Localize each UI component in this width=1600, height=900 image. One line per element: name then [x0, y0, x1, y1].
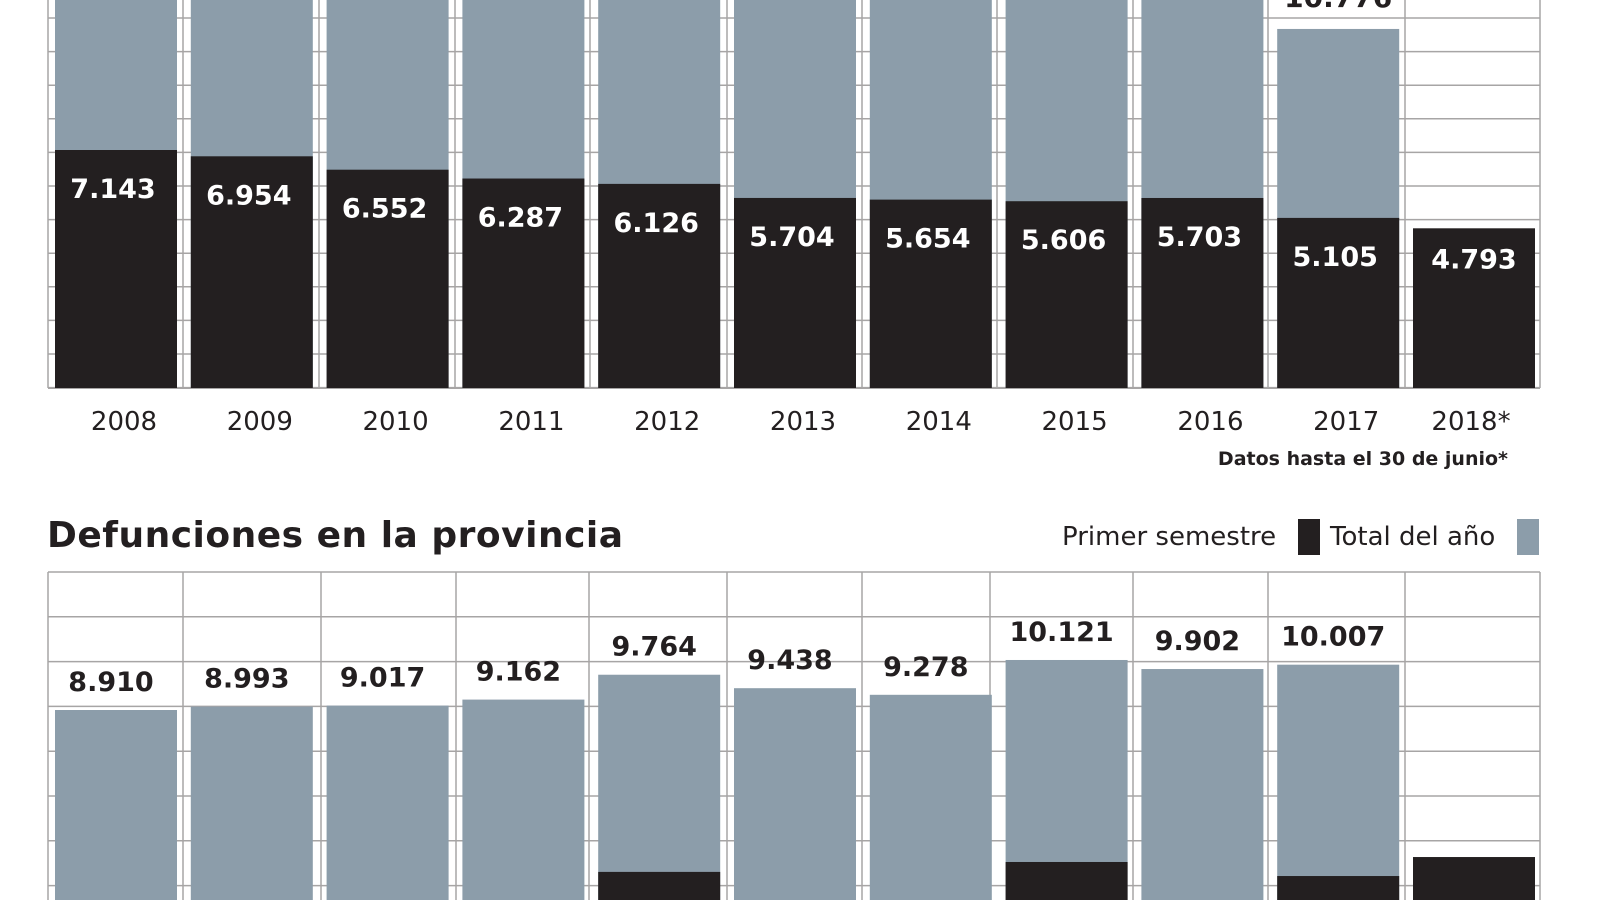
x-tick-label: 2014: [906, 407, 972, 437]
data-label-semestre-2011: 6.287: [478, 203, 563, 234]
x-tick-label: 2012: [634, 407, 700, 437]
x-tick-label: 2015: [1042, 407, 1108, 437]
data-label-semestre-2018*: 4.793: [1431, 244, 1516, 275]
bar-total-2014: [869, 694, 992, 900]
bar-semestre-2008: [55, 150, 177, 388]
footnote: Datos hasta el 30 de junio*: [1217, 448, 1508, 470]
bar-semestre-2010: [326, 169, 449, 388]
legend-swatch-total-del-ano: [1517, 519, 1539, 555]
data-label-total-2011: 9.162: [476, 657, 561, 688]
bar-semestre-2009: [190, 156, 313, 388]
data-label-total-2010: 9.017: [340, 663, 425, 694]
bar-total-2009: [190, 706, 313, 900]
bar-semestre-2016: [1141, 197, 1264, 388]
bar-semestre-2018*: [1413, 228, 1535, 388]
data-label-total-2017: 10.007: [1281, 622, 1385, 653]
bar-semestre-2014: [869, 199, 992, 388]
data-label-total-2013: 9.438: [747, 645, 832, 676]
bar-semestre-2018*: [1413, 857, 1535, 900]
data-label-total-2014: 9.278: [883, 652, 968, 683]
x-tick-label: 2017: [1313, 407, 1379, 437]
bar-semestre-2017: [1277, 876, 1400, 900]
bar-total-2008: [55, 710, 177, 900]
chart-title: Defunciones en la provincia: [47, 515, 624, 556]
bar-semestre-2013: [734, 197, 856, 388]
data-label-total-2009: 8.993: [204, 664, 289, 695]
bar-semestre-2015: [1005, 861, 1128, 900]
legend-total-del-ano: Total del año: [1330, 522, 1496, 552]
x-tick-label: 2018*: [1431, 407, 1510, 437]
data-label-semestre-2009: 6.954: [206, 180, 291, 211]
bar-total-2010: [326, 705, 449, 900]
data-label-total-2015: 10.121: [1009, 617, 1113, 648]
bar-total-2013: [734, 688, 856, 900]
data-label-semestre-2016: 5.703: [1157, 222, 1242, 253]
data-label-total-2016: 9.902: [1155, 626, 1240, 657]
legend-swatch-primer-semestre: [1298, 519, 1320, 555]
data-label-total-2017: 10.776: [1284, 0, 1392, 14]
x-tick-label: 2016: [1177, 407, 1243, 437]
data-label-semestre-2008: 7.143: [70, 174, 155, 205]
data-label-semestre-2010: 6.552: [342, 194, 427, 225]
bar-total-2017: [1277, 664, 1400, 900]
bar-semestre-2015: [1005, 201, 1128, 388]
x-tick-label: 2010: [363, 407, 429, 437]
x-tick-label: 2011: [498, 407, 564, 437]
data-label-total-2012: 9.764: [611, 632, 696, 663]
data-label-semestre-2013: 5.704: [749, 222, 834, 253]
data-label-semestre-2017: 5.105: [1292, 242, 1377, 273]
data-label-total-2008: 8.910: [68, 667, 153, 698]
bar-semestre-2017: [1277, 217, 1400, 388]
data-label-semestre-2014: 5.654: [885, 224, 970, 255]
x-tick-label: 2013: [770, 407, 836, 437]
x-tick-label: 2009: [227, 407, 293, 437]
bar-semestre-2011: [462, 178, 585, 388]
bar-semestre-2012: [598, 183, 721, 388]
bar-semestre-2012: [598, 871, 721, 900]
x-tick-label: 2008: [91, 407, 157, 437]
bar-total-2015: [1005, 659, 1128, 900]
data-label-semestre-2012: 6.126: [613, 208, 698, 239]
legend-primer-semestre: Primer semestre: [1062, 522, 1277, 552]
bar-total-2012: [598, 674, 721, 900]
data-label-semestre-2015: 5.606: [1021, 225, 1106, 256]
bar-total-2011: [462, 699, 585, 900]
bar-total-2016: [1141, 669, 1264, 900]
